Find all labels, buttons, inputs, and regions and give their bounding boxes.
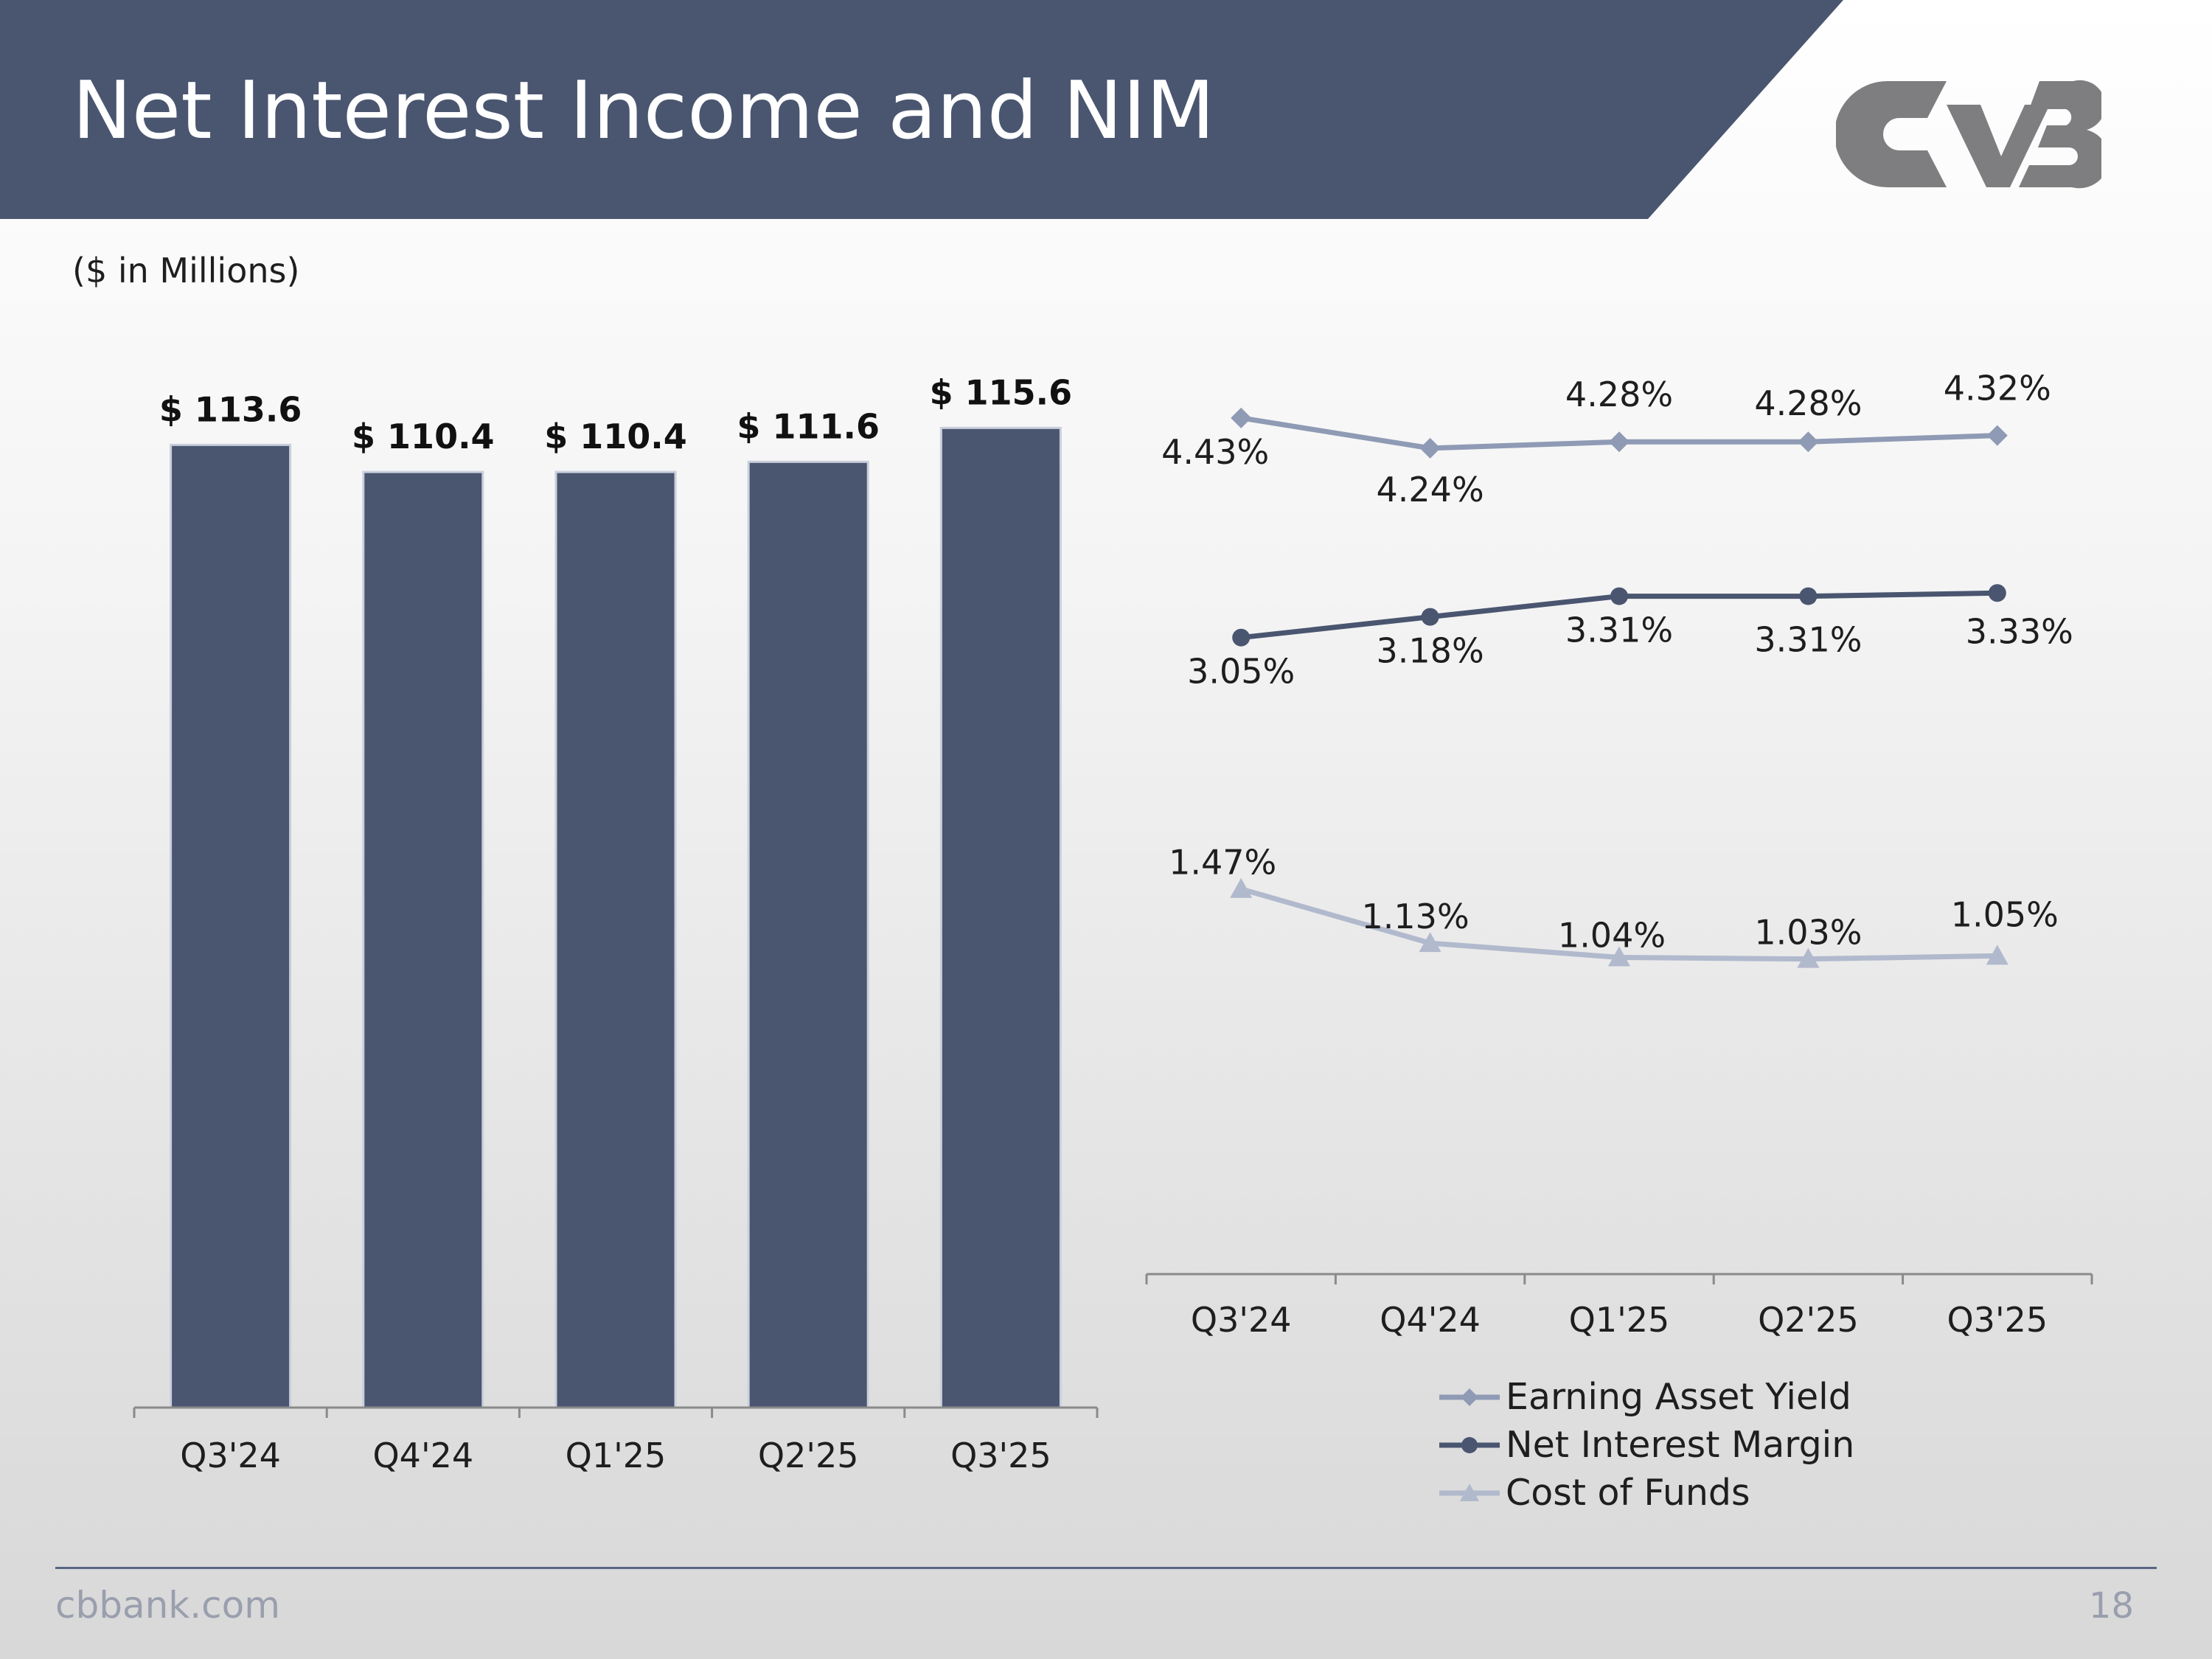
footer-website: cbbank.com — [55, 1584, 280, 1627]
data-point-triangle — [1797, 947, 1820, 968]
data-point-circle — [1232, 628, 1251, 647]
footer-divider — [55, 1567, 2157, 1569]
legend-label: Net Interest Margin — [1506, 1424, 1855, 1466]
data-point-triangle — [1986, 945, 2008, 965]
x-tick-label: Q3'25 — [1947, 1300, 2048, 1340]
point-value-label: 1.13% — [1362, 897, 1470, 936]
bar — [170, 443, 292, 1409]
data-point-circle — [1421, 608, 1439, 626]
bar — [747, 460, 869, 1409]
bar-value-label: $ 113.6 — [159, 389, 302, 429]
cvb-logo-icon — [1836, 80, 2101, 189]
bar — [554, 470, 677, 1409]
net-interest-income-bar-chart: $ 113.6 Q3'24 $ 110.4 Q4'24 $ 110.4 Q1'25 $ 11… — [133, 372, 1099, 1475]
point-value-label: 4.24% — [1377, 470, 1484, 509]
point-value-label: 3.31% — [1565, 611, 1673, 650]
point-value-label: 1.47% — [1169, 843, 1276, 883]
logo-c-shape — [1836, 81, 1947, 187]
point-value-label: 1.03% — [1754, 913, 1862, 953]
circle-marker-icon — [1439, 1436, 1500, 1453]
slide-title: Net Interest Income and NIM — [72, 65, 1215, 157]
legend-item-earning-asset-yield: Earning Asset Yield — [1436, 1373, 1854, 1421]
point-value-label: 1.04% — [1558, 916, 1666, 956]
bar-value-label: $ 110.4 — [352, 417, 495, 456]
data-point-diamond — [1609, 431, 1630, 453]
header-band-shape — [0, 0, 1843, 219]
x-tick-label: Q1'25 — [1569, 1300, 1670, 1340]
header-band — [0, 0, 1843, 219]
legend-item-cost-of-funds: Cost of Funds — [1436, 1469, 1854, 1517]
bar — [939, 426, 1062, 1409]
legend-label: Cost of Funds — [1506, 1472, 1750, 1514]
bar-value-label: $ 110.4 — [544, 417, 687, 456]
point-value-label: 4.32% — [1944, 369, 2051, 408]
data-point-circle — [1988, 584, 2006, 602]
data-point-diamond — [1419, 437, 1441, 459]
point-value-label: 4.28% — [1565, 375, 1673, 414]
logo-v-shape — [1947, 105, 2050, 187]
x-tick-label: Q3'24 — [180, 1436, 281, 1475]
line-chart-legend: Earning Asset Yield Net Interest Margin … — [1436, 1373, 1854, 1517]
legend-item-net-interest-margin: Net Interest Margin — [1436, 1421, 1854, 1469]
data-point-diamond — [1798, 431, 1819, 453]
point-value-label: 3.31% — [1754, 620, 1862, 660]
x-tick-label: Q2'25 — [758, 1436, 859, 1475]
data-point-circle — [1799, 587, 1818, 605]
data-point-circle — [1610, 587, 1628, 605]
point-value-label: 3.05% — [1187, 652, 1295, 692]
x-tick-label: Q3'24 — [1191, 1300, 1292, 1340]
point-value-label: 4.28% — [1754, 383, 1862, 423]
point-value-label: 1.05% — [1951, 894, 2059, 934]
point-value-label: 3.18% — [1377, 631, 1484, 671]
x-tick-label: Q4'24 — [372, 1436, 473, 1475]
triangle-marker-icon — [1439, 1483, 1500, 1501]
units-note: ($ in Millions) — [72, 251, 300, 291]
x-tick-label: Q2'25 — [1758, 1300, 1859, 1340]
bar-value-label: $ 115.6 — [930, 372, 1073, 412]
nim-line-chart: Q3'24 Q4'24 Q1'25 Q2'25 Q3'25 4.43% 4.24% 4.28%… — [1145, 369, 2093, 1340]
point-value-label: 3.33% — [1966, 611, 2073, 651]
point-value-label: 4.43% — [1161, 432, 1269, 472]
legend-label: Earning Asset Yield — [1506, 1376, 1851, 1418]
data-point-triangle — [1419, 932, 1441, 953]
data-point-triangle — [1608, 946, 1630, 967]
x-tick-label: Q1'25 — [566, 1436, 667, 1475]
bar-value-label: $ 111.6 — [737, 406, 880, 446]
bar — [362, 470, 484, 1409]
x-tick-label: Q3'25 — [950, 1436, 1051, 1475]
data-point-diamond — [1231, 407, 1252, 428]
page-number: 18 — [2088, 1585, 2134, 1627]
data-point-triangle — [1230, 877, 1253, 898]
data-point-diamond — [1986, 425, 2008, 446]
x-tick-label: Q4'24 — [1380, 1300, 1481, 1340]
logo-b-shape — [2019, 80, 2101, 189]
diamond-marker-icon — [1439, 1388, 1500, 1406]
